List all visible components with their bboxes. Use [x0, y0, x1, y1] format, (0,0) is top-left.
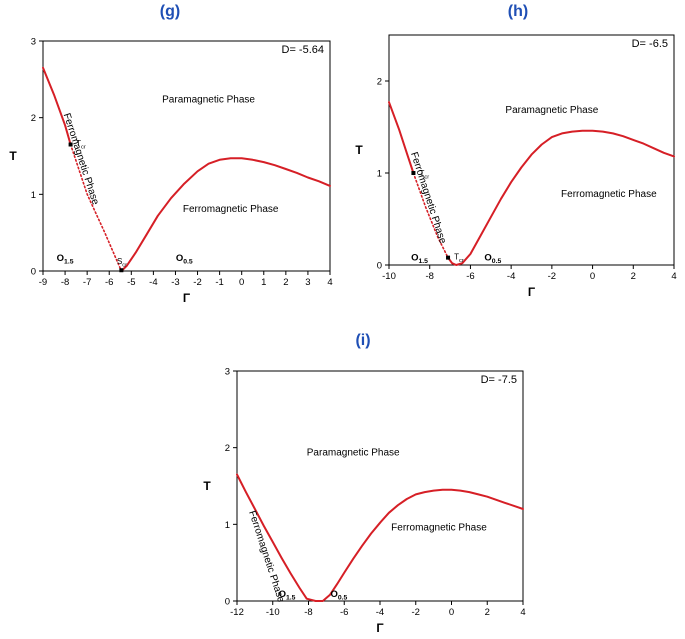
x-tick-label: 4: [327, 277, 332, 288]
x-tick-label: 4: [671, 271, 676, 282]
panel-label: (h): [508, 3, 528, 20]
region-label: Paramagnetic Phase: [505, 105, 598, 116]
critical-point-marker: [411, 171, 416, 175]
region-label: Paramagnetic Phase: [307, 447, 400, 458]
x-tick-label: 2: [283, 277, 288, 288]
x-tick-label: 1: [261, 277, 266, 288]
y-tick-label: 1: [31, 190, 36, 201]
x-tick-label: -2: [193, 277, 201, 288]
series-line-2: [120, 157, 331, 272]
x-tick-label: 4: [520, 607, 525, 618]
critical-point-label: Scr: [117, 257, 127, 269]
critical-point-marker: [119, 268, 124, 273]
x-tick-label: -1: [215, 277, 223, 288]
y-tick-label: 0: [377, 261, 382, 272]
y-axis-title: T: [355, 143, 363, 157]
y-tick-label: 2: [225, 443, 230, 454]
o-point-label: O0.5: [176, 253, 193, 266]
x-tick-label: 0: [449, 607, 454, 618]
x-tick-label: -10: [266, 607, 280, 618]
x-tick-label: 3: [305, 277, 310, 288]
y-ticks: 0 1 2: [377, 77, 389, 272]
x-tick-label: -2: [412, 607, 420, 618]
series-line-1: [412, 172, 449, 259]
x-tick-label: 0: [239, 277, 244, 288]
y-tick-label: 0: [31, 267, 36, 278]
region-label: Ferromagnetic Phase: [391, 522, 487, 533]
x-tick-label: -6: [466, 271, 474, 282]
x-tick-label: -6: [340, 607, 348, 618]
region-label: Ferromagnetic Phase: [61, 112, 101, 207]
plot-frame: [236, 370, 524, 602]
y-axis-title: T: [9, 149, 17, 163]
panel-label: (g): [160, 3, 180, 20]
x-tick-label: -8: [425, 271, 433, 282]
x-ticks: -12 -10 -8 -6 -4 -2 0 2 4: [230, 601, 526, 618]
x-tick-label: -2: [548, 271, 556, 282]
x-tick-label: -10: [382, 271, 396, 282]
o-point-label: O0.5: [330, 589, 347, 602]
series-line-1: [69, 143, 123, 272]
y-tick-label: 3: [225, 367, 230, 378]
critical-point-marker: [446, 255, 451, 260]
d-value-label: D= -7.5: [481, 374, 517, 386]
x-tick-label: -4: [376, 607, 384, 618]
panel-i: (i) -12 -10 -8 -6 -4 -2 0 2 4 0 1 2 3 Γ T D= -7.5 Parama…: [203, 332, 525, 635]
x-tick-label: 0: [590, 271, 595, 282]
plot-frame: [388, 34, 675, 266]
y-ticks: 0 1 2 3: [225, 367, 237, 608]
x-axis-title: Γ: [376, 621, 384, 635]
panel-g: (g) -9 -8 -7 -6 -5 -4 -3 -2 -1 0 1 2 3 4 0 1 2 3 Γ T D= -5.6…: [9, 3, 332, 305]
region-label: Paramagnetic Phase: [162, 94, 255, 105]
series-line-2: [447, 129, 675, 266]
region-label: Ferromagnetic Phase: [183, 204, 279, 215]
y-axis-title: T: [203, 479, 211, 493]
x-axis-title: Γ: [528, 285, 536, 299]
panel-h: (h) -10 -8 -6 -4 -2 0 2 4 0 1 2 Γ T D= -6.5 Paramagnet…: [355, 3, 676, 299]
x-tick-label: -8: [61, 277, 69, 288]
y-tick-label: 1: [377, 169, 382, 180]
y-tick-label: 3: [31, 37, 36, 48]
x-tick-label: -5: [127, 277, 135, 288]
x-tick-label: -8: [304, 607, 312, 618]
y-tick-label: 1: [225, 520, 230, 531]
region-label: Ferromagnetic Phase: [561, 189, 657, 200]
o-point-label: O1.5: [57, 253, 74, 266]
x-ticks: -10 -8 -6 -4 -2 0 2 4: [382, 265, 677, 282]
d-value-label: D= -5.64: [282, 44, 325, 56]
region-label: Ferromagnetic Phase: [408, 151, 448, 246]
series-line-0: [388, 101, 415, 174]
x-tick-label: -6: [105, 277, 113, 288]
panel-label: (i): [355, 332, 370, 349]
critical-point-label: Tcr: [454, 253, 464, 265]
y-tick-label: 0: [225, 597, 230, 608]
y-tick-label: 2: [31, 113, 36, 124]
x-tick-label: -4: [507, 271, 515, 282]
series-line-0: [42, 66, 72, 146]
x-tick-label: 2: [485, 607, 490, 618]
critical-point-label: Tcr: [76, 139, 86, 151]
o-point-label: O1.5: [279, 589, 296, 602]
x-tick-label: -12: [230, 607, 244, 618]
x-tick-label: -3: [171, 277, 179, 288]
o-point-label: O0.5: [484, 252, 501, 265]
x-tick-label: -9: [39, 277, 47, 288]
x-ticks: -9 -8 -7 -6 -5 -4 -3 -2 -1 0 1 2 3 4: [39, 271, 333, 288]
d-value-label: D= -6.5: [632, 38, 668, 50]
o-point-label: O1.5: [411, 252, 428, 265]
critical-point-label: Tcr: [420, 169, 430, 181]
y-tick-label: 2: [377, 77, 382, 88]
y-ticks: 0 1 2 3: [31, 37, 43, 278]
critical-point-marker: [68, 142, 73, 147]
x-tick-label: 2: [631, 271, 636, 282]
series-line-0: [236, 473, 524, 602]
plot-frame: [42, 40, 331, 272]
x-tick-label: -4: [149, 277, 157, 288]
x-axis-title: Γ: [183, 291, 191, 305]
x-tick-label: -7: [83, 277, 91, 288]
